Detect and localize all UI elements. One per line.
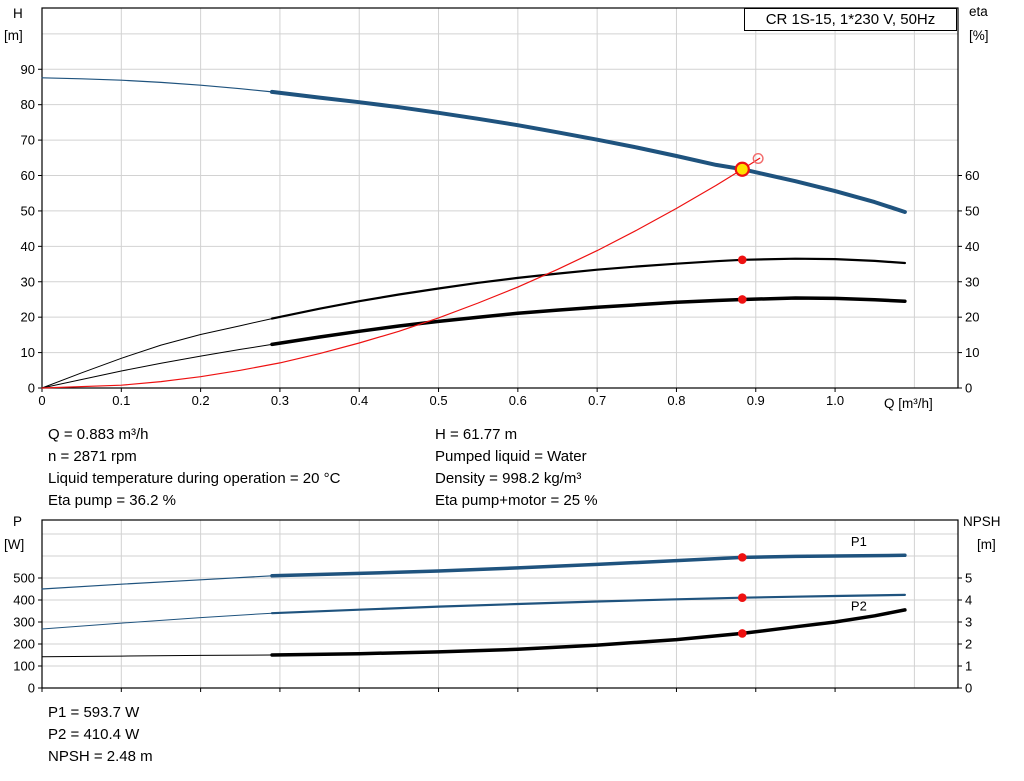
right-tick-label: 30 [965,274,979,289]
left-tick-label: 200 [13,636,35,651]
x-tick-label: 0.2 [192,393,210,408]
q-axis-label: Q [m³/h] [884,396,933,411]
duty-info-line: Density = 998.2 kg/m³ [435,470,582,487]
left-tick-label: 20 [21,310,35,325]
right-tick-label: 4 [965,592,972,607]
right-tick-label: 5 [965,570,972,585]
p1-duty-dot [737,553,747,562]
right-tick-label: 0 [965,381,972,396]
right-tick-label: 3 [965,614,972,629]
left-tick-label: 300 [13,614,35,629]
left-tick-label: 70 [21,133,35,148]
x-tick-label: 0.3 [271,393,289,408]
left-tick-label: 10 [21,345,35,360]
h-axis-name: H [13,6,23,21]
x-tick-label: 0.5 [429,393,447,408]
results-block: P1 = 593.7 W P2 = 410.4 W NPSH = 2.48 m [48,702,153,768]
x-tick-label: 0.1 [112,393,130,408]
right-tick-label: 10 [965,345,979,360]
eta-pump-curve-low-flow [41,318,273,389]
left-tick-label: 80 [21,97,35,112]
p1-curve [270,553,907,578]
x-tick-label: 1.0 [826,393,844,408]
x-tick-label: 0 [38,393,45,408]
left-tick-label: 30 [21,274,35,289]
performance-chart: 0 10 20 30 40 50 60 70 80 90 0 10 20 30 40 50 60 0 0.1 0.2 0… [21,7,979,408]
left-tick-label: 60 [21,168,35,183]
eta-axis-unit: [%] [969,28,989,43]
p2-duty-dot [737,593,747,603]
pump-title-box: CR 1S-15, 1*230 V, 50Hz [744,8,957,31]
duty-info-line: n = 2871 rpm [48,448,137,465]
left-tick-label: 0 [28,681,35,696]
right-tick-label: 1 [965,658,972,673]
right-tick-label: 50 [965,203,979,218]
right-tick-label: 2 [965,636,972,651]
pump-head-curve [270,89,907,214]
npsh-curve [270,608,907,657]
left-tick-label: 40 [21,239,35,254]
x-tick-label: 0.7 [588,393,606,408]
duty-info-right-column: H = 61.77 m Pumped liquid = Water Densit… [435,424,598,512]
duty-info-left-column: Q = 0.883 m³/h n = 2871 rpm Liquid tempe… [48,424,340,512]
eta-pump-motor-curve-low-flow [41,343,273,389]
p2-curve-label: P2 [851,599,867,614]
eta-pump-motor-duty-dot [737,295,747,304]
left-tick-label: 90 [21,62,35,77]
right-tick-label: 60 [965,168,979,183]
power-npsh-chart: 0 100 200 300 400 500 0 1 2 3 4 5 P1 P2 [13,519,972,696]
plot-frame [41,519,959,689]
system-curve [41,157,761,389]
result-line: P2 = 410.4 W [48,726,140,743]
duty-info-line: Eta pump+motor = 25 % [435,492,598,509]
p1-curve-low-flow [41,575,273,590]
p2-curve [270,593,906,615]
requested-duty-point-marker [752,153,764,165]
p-axis-unit: [W] [4,537,25,552]
right-tick-label: 0 [965,681,972,696]
h-axis-unit: [m] [4,28,23,43]
duty-info-line: Eta pump = 36.2 % [48,492,176,509]
duty-info-line: Pumped liquid = Water [435,448,587,465]
result-line: NPSH = 2.48 m [48,748,153,765]
x-tick-label: 0.6 [509,393,527,408]
left-tick-label: 50 [21,203,35,218]
x-tick-label: 0.4 [350,393,368,408]
x-tick-label: 0.9 [747,393,765,408]
eta-pump-motor-curve [270,296,907,347]
left-tick-label: 400 [13,592,35,607]
duty-info-line: Q = 0.883 m³/h [48,426,149,443]
p-axis-name: P [13,514,23,529]
npsh-axis-name: NPSH [963,514,1001,529]
left-tick-label: 500 [13,570,35,585]
plot-frame [41,7,959,389]
eta-axis-name: eta [969,4,988,19]
eta-pump-duty-dot [737,255,747,265]
p2-curve-low-flow [41,612,273,630]
duty-point-marker [734,161,750,177]
left-tick-label: 0 [28,381,35,396]
npsh-curve-low-flow [41,654,273,658]
pump-head-curve-low-flow [41,77,273,93]
eta-pump-curve [270,257,906,320]
npsh-duty-dot [737,629,747,638]
duty-info-line: H = 61.77 m [435,426,518,443]
npsh-axis-unit: [m] [977,537,996,552]
left-tick-label: 100 [13,658,35,673]
x-tick-label: 0.8 [667,393,685,408]
p1-curve-label: P1 [851,534,867,549]
right-tick-label: 40 [965,239,979,254]
duty-info-line: Liquid temperature during operation = 20… [48,470,341,487]
result-line: P1 = 593.7 W [48,704,140,721]
right-tick-label: 20 [965,310,979,325]
